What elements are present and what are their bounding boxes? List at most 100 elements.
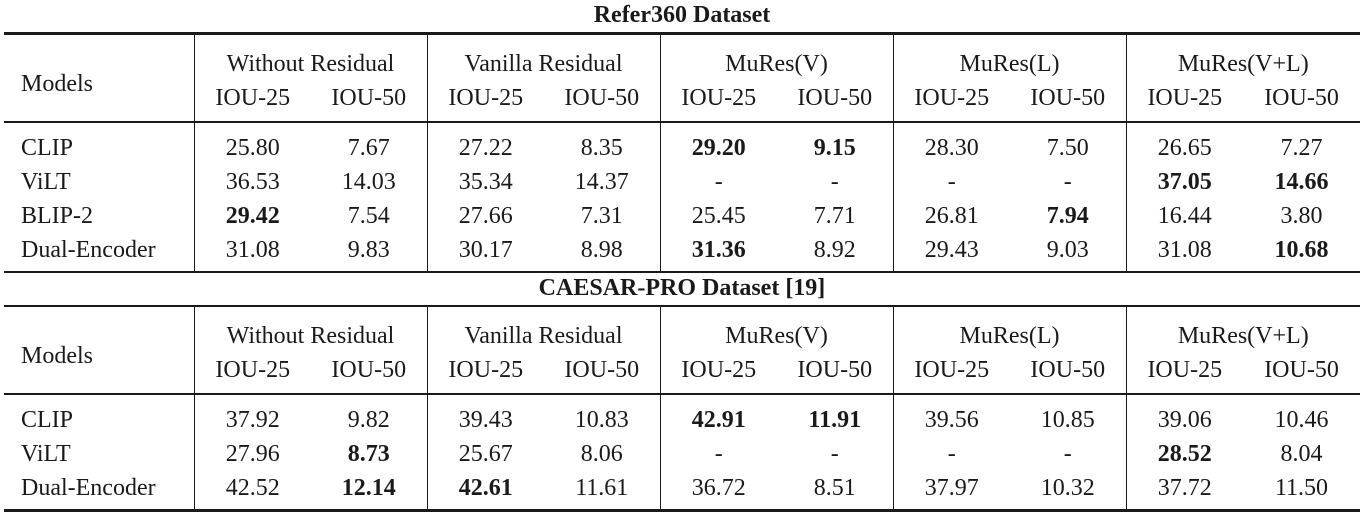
metric-value: 29.42	[193, 199, 311, 233]
value-text: 7.54	[347, 203, 390, 229]
model-name: CLIP	[21, 135, 74, 161]
value-text: 7.50	[1046, 135, 1089, 161]
metric-value: 10.46	[1243, 403, 1360, 437]
value-text: 7.31	[580, 203, 623, 229]
table-row: CLIP 25.80 7.67 27.22 8.35 29.20 9.15 28.30 7.50…	[4, 131, 1360, 165]
metric-value: -	[777, 437, 893, 471]
group-header: MuRes(V+L)	[1125, 307, 1361, 353]
metric-header: IOU-50	[797, 85, 873, 111]
metric-header: IOU-25	[1125, 353, 1244, 393]
group-header: MuRes(V)	[659, 307, 893, 353]
group-header: MuRes(V+L)	[1125, 35, 1361, 81]
metric-value: 31.08	[1125, 233, 1243, 267]
metric-value: 10.85	[1010, 403, 1126, 437]
group-header: Vanilla Residual	[426, 35, 660, 81]
spacer-row	[4, 123, 1360, 131]
value-text: 39.43	[458, 407, 513, 433]
metric-value: 27.66	[426, 199, 544, 233]
header-row-groups: Models Without Residual Vanilla Residual Mu…	[4, 35, 1361, 97]
best-value: 29.42	[225, 203, 280, 229]
value-text: 11.61	[575, 475, 629, 501]
best-value: 8.73	[347, 441, 390, 467]
value-text: 25.80	[225, 135, 280, 161]
value-text: 28.30	[924, 135, 979, 161]
table-row: ViLT 27.96 8.73 25.67 8.06 - - - - 28.52 8.04	[4, 437, 1360, 471]
metric-value: 39.43	[426, 403, 544, 437]
top-rule	[4, 305, 1360, 307]
metric-value: 8.73	[311, 437, 427, 471]
best-value: 28.52	[1157, 441, 1212, 467]
metric-header: IOU-25	[426, 81, 544, 121]
metric-value: 14.03	[311, 165, 427, 199]
metric-value: -	[1010, 165, 1126, 199]
model-name: ViLT	[21, 441, 71, 467]
value-text: 31.08	[1157, 237, 1212, 263]
best-value: 37.05	[1157, 169, 1212, 195]
metric-value: 36.53	[193, 165, 311, 199]
metric-value: 31.36	[659, 233, 777, 267]
spacer-row	[4, 505, 1360, 509]
table-row: Dual-Encoder 42.52 12.14 42.61 11.61 36.72 8.5…	[4, 471, 1360, 505]
metric-value: 7.31	[544, 199, 660, 233]
value-text: -	[1063, 169, 1072, 195]
metric-value: 27.96	[193, 437, 311, 471]
bottom-rule	[4, 509, 1360, 512]
metric-value: 8.35	[544, 131, 660, 165]
metric-value: -	[777, 165, 893, 199]
best-value: 42.61	[458, 475, 513, 501]
metric-header: IOU-25	[193, 81, 311, 121]
value-text: 3.80	[1280, 203, 1323, 229]
metric-header: IOU-50	[1264, 357, 1339, 383]
value-text: 7.71	[813, 203, 856, 229]
metric-value: 39.06	[1125, 403, 1243, 437]
value-text: 9.03	[1046, 237, 1089, 263]
metric-value: -	[1010, 437, 1126, 471]
metric-value: 29.43	[892, 233, 1010, 267]
metric-value: 25.67	[426, 437, 544, 471]
metric-value: 16.44	[1125, 199, 1243, 233]
metric-value: 7.94	[1010, 199, 1126, 233]
value-text: 29.43	[924, 237, 979, 263]
metric-value: 9.82	[311, 403, 427, 437]
metric-header: IOU-25	[659, 353, 777, 393]
results-tables: Refer360 Dataset Models Without Residual Va…	[0, 2, 1364, 512]
metric-value: 3.80	[1243, 199, 1360, 233]
metric-value: 14.66	[1243, 165, 1360, 199]
metric-value: 14.37	[544, 165, 660, 199]
value-text: 9.82	[347, 407, 390, 433]
model-name: ViLT	[21, 169, 71, 195]
value-text: 37.92	[225, 407, 280, 433]
value-text: 37.97	[924, 475, 979, 501]
metric-header: IOU-50	[1030, 357, 1106, 383]
spacer-row	[4, 267, 1360, 271]
header-row-metrics: IOU-25 IOU-50 IOU-25 IOU-50 IOU-25 IOU-50 IOU-…	[4, 81, 1360, 121]
metric-value: 9.83	[311, 233, 427, 267]
top-rule	[4, 32, 1360, 35]
model-name: CLIP	[21, 407, 74, 433]
table-row: Dual-Encoder 31.08 9.83 30.17 8.98 31.36 8.92 2…	[4, 233, 1360, 267]
metric-value: 37.72	[1125, 471, 1243, 505]
value-text: 31.08	[225, 237, 280, 263]
metric-value: 25.80	[193, 131, 311, 165]
metric-value: 10.68	[1243, 233, 1360, 267]
metric-header: IOU-50	[331, 357, 407, 383]
results-table: Models Without Residual Vanilla Residual Mu…	[4, 307, 1361, 393]
metric-value: 39.56	[892, 403, 1010, 437]
metric-value: 37.97	[892, 471, 1010, 505]
metric-value: -	[892, 165, 1010, 199]
table-section: CAESAR-PRO Dataset [19] Models Without Res…	[0, 273, 1364, 512]
metric-header: IOU-25	[193, 353, 311, 393]
group-header: Without Residual	[193, 307, 427, 353]
metric-header: IOU-50	[564, 357, 640, 383]
metric-value: -	[659, 165, 777, 199]
best-value: 14.66	[1274, 169, 1329, 195]
models-column-header: Models	[21, 71, 93, 97]
value-text: 7.27	[1280, 135, 1323, 161]
group-header: MuRes(L)	[892, 35, 1127, 81]
value-text: -	[830, 169, 839, 195]
value-text: 27.66	[458, 203, 513, 229]
metric-header: IOU-25	[892, 81, 1010, 121]
value-text: 27.22	[458, 135, 513, 161]
results-table-body: CLIP 25.80 7.67 27.22 8.35 29.20 9.15 28.30 7.50…	[4, 123, 1360, 271]
value-text: -	[1063, 441, 1072, 467]
